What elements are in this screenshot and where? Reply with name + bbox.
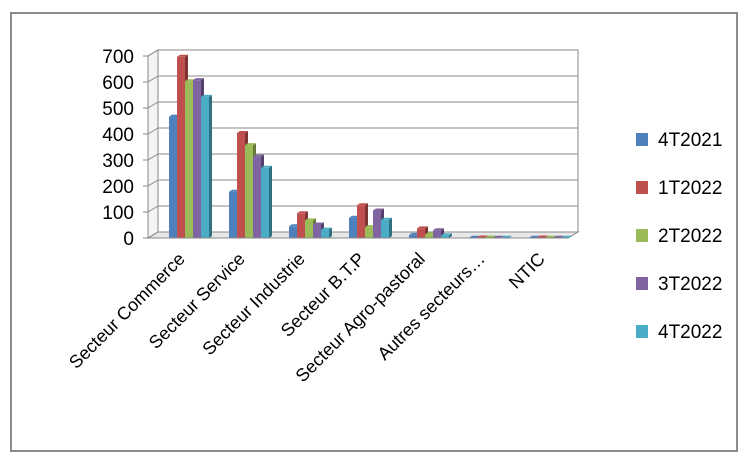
bar-top [237,130,248,133]
x-category-label: Autres secteurs… [374,249,489,364]
gridline-diag [147,153,159,161]
bar [425,234,433,238]
bar-top [245,143,256,146]
bar [245,145,253,238]
bar-top [561,235,572,238]
bar [177,56,185,238]
y-tick-label: 700 [102,47,134,68]
bar-side [209,94,212,238]
gridline-diag [147,231,159,239]
legend-swatch [636,229,648,242]
bar [321,229,329,238]
bar [417,228,425,238]
bar [229,191,237,238]
bar [313,224,321,238]
legend-label: 4T2022 [658,322,722,343]
legend-label: 1T2022 [658,178,722,199]
y-tick-label: 600 [102,73,134,94]
bar-top [537,235,548,238]
bar-side [569,235,572,238]
y-tick-label: 0 [123,229,134,250]
bar-top [313,222,324,225]
gridline-diag [147,101,159,109]
bar [433,230,441,238]
x-category-label: Secteur Commerce [65,249,189,373]
x-category-label: NTIC [505,249,549,293]
bar-top [477,235,488,238]
bar-top [553,235,564,238]
y-tick-label: 100 [102,203,134,224]
bar-side [269,165,272,238]
bar-top [297,211,308,214]
bar [201,96,209,238]
bar-top [469,235,480,238]
bar [381,219,389,238]
bar-top [193,78,204,81]
legend-swatch [636,277,648,290]
bar [349,217,357,238]
bar [237,132,245,238]
gridline-diag [147,127,159,135]
bar [289,226,297,238]
bar [441,235,449,238]
bar-top [253,154,264,157]
bar-top [529,235,540,238]
bar [261,167,269,238]
bar [373,210,381,238]
bar [365,227,373,238]
bar-top [501,235,512,238]
x-category-label: Secteur Industrie [198,249,308,359]
bar-side [329,227,332,238]
legend-swatch [636,325,648,338]
bar [169,116,177,238]
bar-top [433,228,444,231]
bar [409,234,417,238]
bar-top [545,235,556,238]
legend-label: 2T2022 [658,226,722,247]
bar-side [389,217,392,238]
bar-top [321,227,332,230]
bar-top [357,203,368,206]
gridline-diag [147,75,159,83]
bar-side [509,235,512,238]
bar-top [485,235,496,238]
y-tick-label: 500 [102,99,134,120]
y-tick-label: 400 [102,125,134,146]
legend-label: 4T2021 [658,130,722,151]
y-tick-label: 300 [102,151,134,172]
bar [297,213,305,238]
bar [305,220,313,238]
bar [253,156,261,238]
legend-swatch [636,133,648,146]
bar [357,205,365,238]
bar-top [373,208,384,211]
legend-label: 3T2022 [658,274,722,295]
legend-swatch [636,181,648,194]
bar [185,81,193,238]
bar-top [261,165,272,168]
bar [193,80,201,239]
bar-top [493,235,504,238]
bar-top [441,233,452,236]
y-tick-label: 200 [102,177,134,198]
gridline-diag [147,179,159,187]
side-wall [147,49,159,239]
bar-side [449,233,452,238]
bar-top [201,94,212,97]
gridline-diag [147,205,159,213]
bar-top [417,226,428,229]
gridline-diag [147,49,159,57]
bar-top [381,217,392,220]
bar-top [305,218,316,221]
bar-top [177,54,188,57]
